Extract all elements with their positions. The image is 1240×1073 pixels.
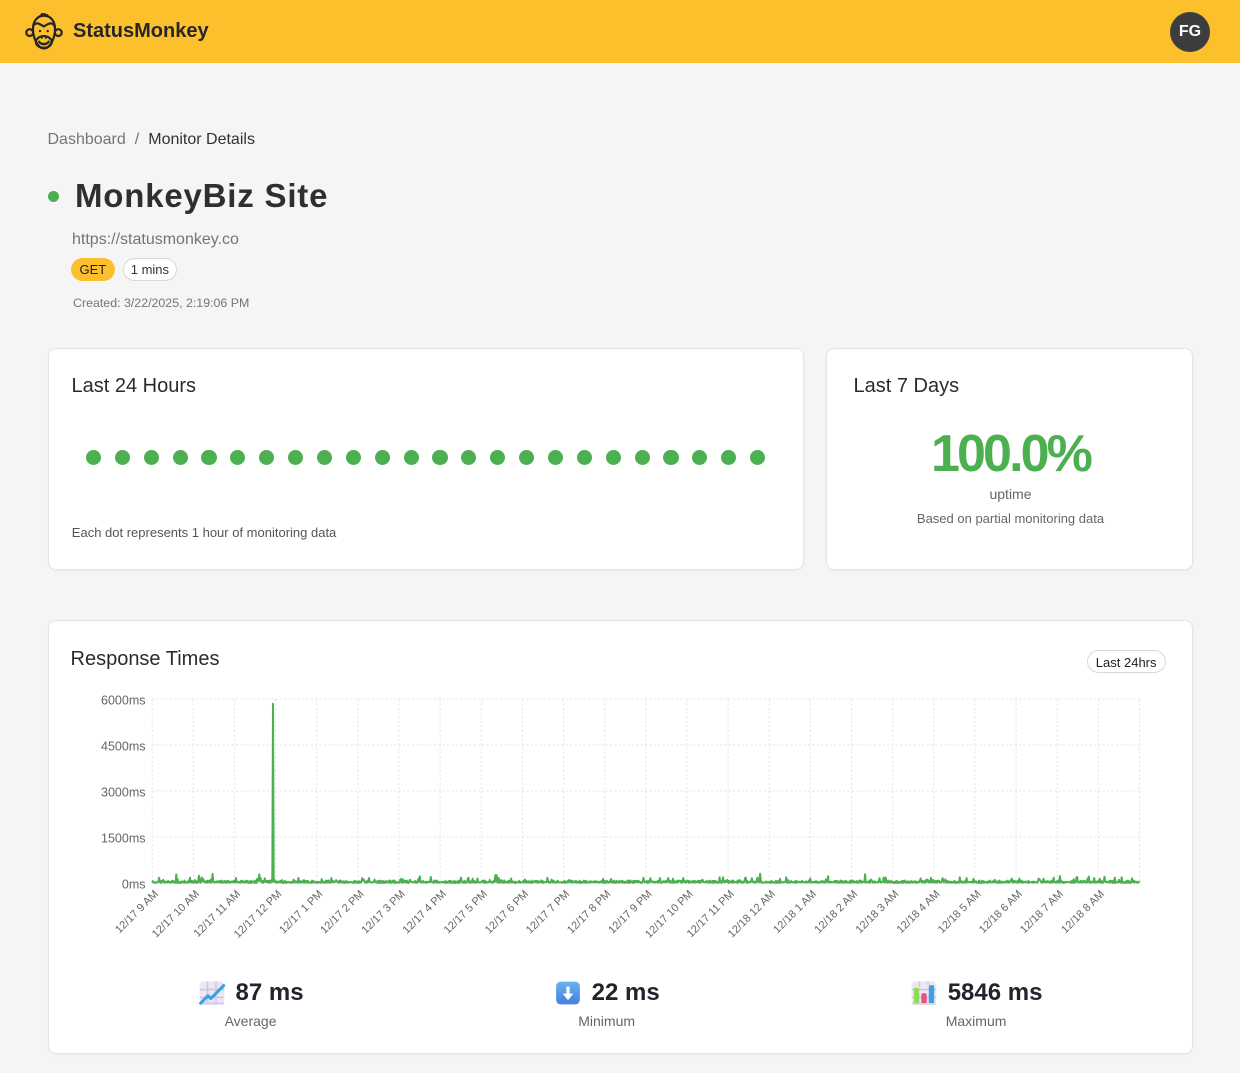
- svg-text:6000ms: 6000ms: [101, 693, 145, 707]
- svg-text:12/17 8 PM: 12/17 8 PM: [565, 888, 613, 936]
- svg-text:12/18 5 AM: 12/18 5 AM: [935, 888, 983, 936]
- svg-text:0ms: 0ms: [121, 877, 145, 891]
- svg-text:3000ms: 3000ms: [101, 785, 145, 799]
- svg-text:12/18 7 AM: 12/18 7 AM: [1017, 888, 1065, 936]
- svg-text:12/18 6 AM: 12/18 6 AM: [976, 888, 1024, 936]
- svg-text:12/17 5 PM: 12/17 5 PM: [441, 888, 489, 936]
- svg-text:4500ms: 4500ms: [101, 739, 145, 753]
- svg-text:12/18 8 AM: 12/18 8 AM: [1059, 888, 1107, 936]
- svg-text:12/18 2 AM: 12/18 2 AM: [812, 888, 860, 936]
- svg-text:12/18 1 AM: 12/18 1 AM: [771, 888, 819, 936]
- svg-text:12/17 2 PM: 12/17 2 PM: [318, 888, 366, 936]
- svg-text:12/18 3 AM: 12/18 3 AM: [853, 888, 901, 936]
- svg-text:1500ms: 1500ms: [101, 831, 145, 845]
- svg-text:12/18 4 AM: 12/18 4 AM: [894, 888, 942, 936]
